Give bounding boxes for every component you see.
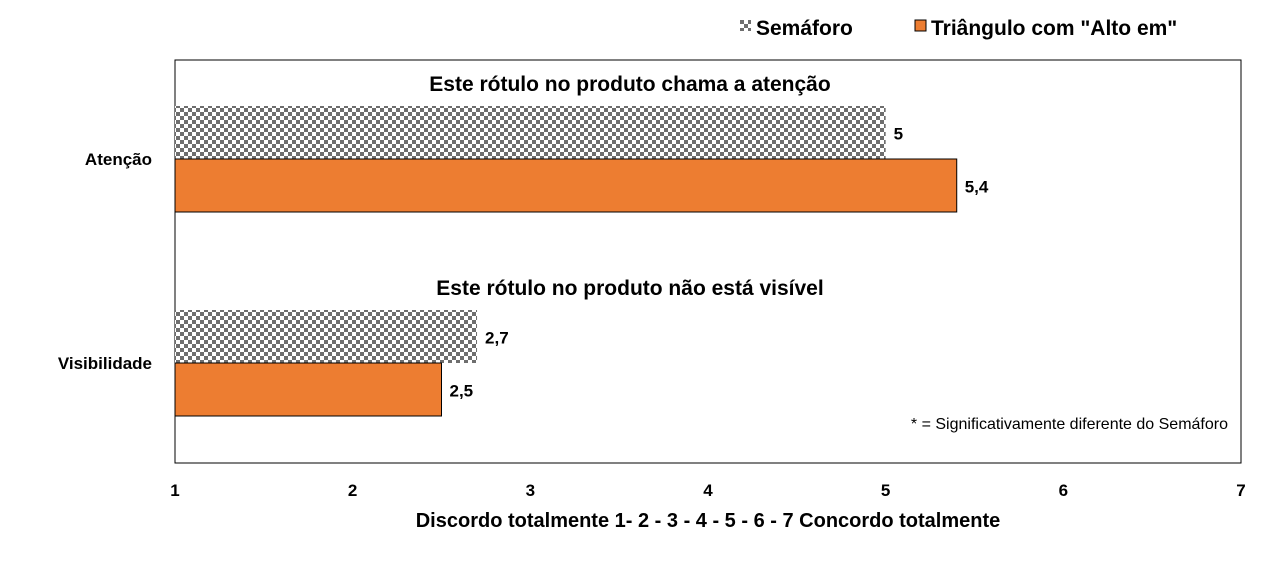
category-title: Este rótulo no produto chama a atenção [429,73,830,96]
x-tick-label: 5 [881,481,890,500]
x-tick-label: 3 [526,481,535,500]
bar [175,310,478,363]
annotation: * = Significativamente diferente do Semá… [911,416,1228,433]
legend-label-triangulo: Triângulo com "Alto em" [931,17,1177,40]
category-label: Visibilidade [58,354,152,373]
data-label: 5 [894,125,903,144]
data-label: 2,5 [450,382,474,401]
category-label: Atenção [85,150,152,169]
x-tick-label: 6 [1059,481,1068,500]
x-tick-label: 4 [703,481,713,500]
x-axis-label: Discordo totalmente 1- 2 - 3 - 4 - 5 - 6… [416,510,1001,532]
legend-swatch-triangulo [914,19,927,32]
legend-swatch-semaforo [740,20,751,31]
legend: Semáforo Triângulo com "Alto em" [740,17,1177,40]
x-tick-label: 2 [348,481,357,500]
legend-label-semaforo: Semáforo [756,17,853,40]
x-tick-label: 7 [1236,481,1245,500]
data-label: 2,7 [485,329,509,348]
category-title: Este rótulo no produto não está visível [436,277,823,300]
bar [175,106,886,159]
x-tick-label: 1 [170,481,179,500]
bar [174,158,958,213]
data-label: 5,4 [965,178,989,197]
bar [174,362,442,417]
